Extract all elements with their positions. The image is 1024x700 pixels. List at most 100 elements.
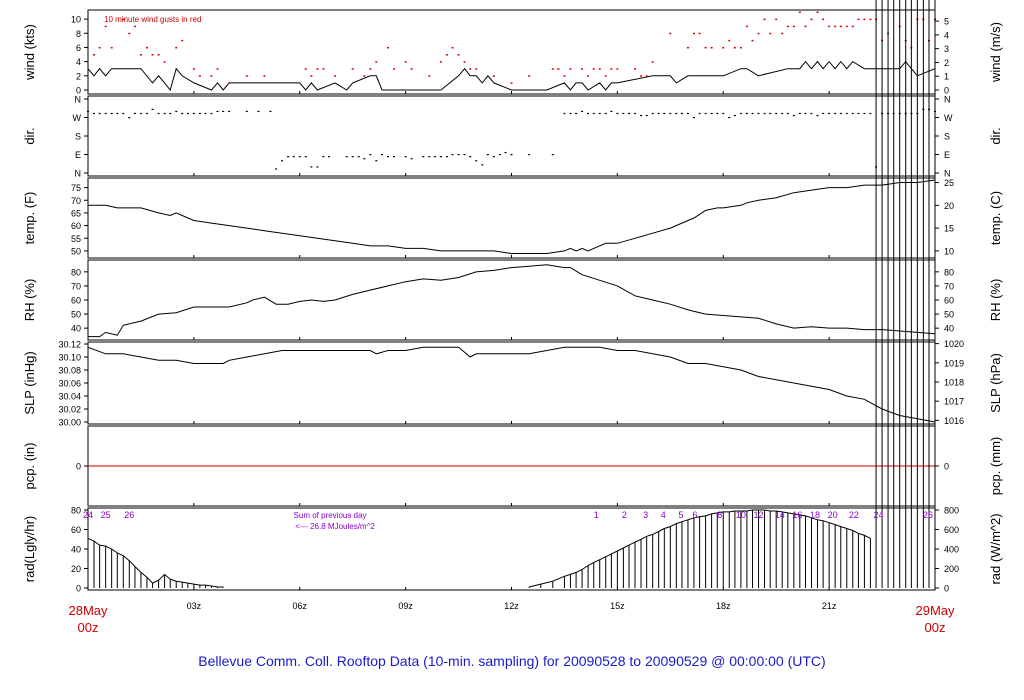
point-wind-gust [198, 75, 201, 77]
point-direction [692, 117, 695, 119]
y-tick-label-left: 0 [76, 86, 81, 96]
point-wind-gust [792, 25, 795, 28]
y-tick-label-right: 200 [944, 564, 959, 574]
x-start-time: 00z [78, 620, 99, 635]
point-direction [192, 112, 195, 115]
y-tick-label-right: 5 [944, 17, 949, 27]
point-wind-gust [822, 18, 825, 21]
point-wind-gust [869, 18, 872, 21]
point-direction [863, 112, 866, 115]
y-tick-label-left: 4 [76, 57, 81, 67]
y-label-left: wind (kts) [22, 24, 37, 81]
x-end-time: 00z [925, 620, 946, 635]
solar-hour-label: 18 [810, 510, 820, 520]
solar-hour-label: 2 [622, 510, 627, 520]
point-direction [116, 112, 119, 115]
point-direction [786, 112, 789, 115]
point-direction [775, 112, 778, 115]
point-wind-gust [786, 25, 789, 28]
point-wind-gust [592, 68, 595, 70]
y-tick-label-left: 70 [71, 281, 81, 291]
point-direction [728, 117, 731, 119]
series-radiation-morning [87, 537, 224, 588]
point-wind-gust [710, 46, 713, 49]
point-wind-gust [722, 46, 725, 49]
panel-precipitation: pcp. (in) pcp. (mm) 0 0 [22, 425, 1003, 507]
point-direction [281, 160, 284, 162]
point-direction [216, 110, 219, 113]
y-tick-label-left: 60 [71, 525, 81, 535]
y-tick-label-left: 40 [71, 324, 81, 334]
point-direction [445, 156, 448, 158]
y-tick-label-right: 40 [944, 324, 954, 334]
point-direction [298, 156, 301, 158]
point-direction [469, 156, 472, 158]
point-direction [357, 156, 360, 158]
point-direction [745, 112, 748, 115]
point-direction [163, 112, 166, 115]
y-tick-label-right: 4 [944, 30, 949, 40]
point-wind-gust [857, 18, 860, 21]
point-wind-gust [804, 25, 807, 28]
point-wind-gust [128, 32, 131, 35]
point-wind-gust [834, 25, 837, 28]
point-direction [781, 112, 784, 115]
point-direction [751, 112, 754, 115]
y-tick-label-left: 30.12 [58, 340, 81, 350]
y-tick-label-left: 0 [76, 584, 81, 594]
y-tick-label-right: 70 [944, 281, 954, 291]
point-direction [657, 112, 660, 115]
point-direction [739, 112, 742, 115]
point-direction [175, 110, 178, 113]
point-direction [128, 117, 131, 119]
y-tick-label-right: S [944, 132, 950, 142]
x-tick-label: 06z [292, 601, 307, 611]
y-label-left: temp. (F) [22, 192, 37, 245]
point-direction [492, 156, 495, 158]
solar-hour-label: 10 [736, 510, 746, 520]
point-direction [857, 112, 860, 115]
y-label-left: RH (%) [22, 279, 37, 322]
point-wind-gust [245, 75, 248, 77]
point-wind-gust [651, 61, 654, 63]
point-wind-gust [745, 25, 748, 28]
point-direction [245, 110, 248, 113]
gust-annotation: 10 minute wind gusts in red [104, 15, 201, 24]
daysum-value: <--- 26.8 MJoules/m^2 [295, 522, 375, 531]
point-direction [669, 112, 672, 115]
point-direction [851, 112, 854, 115]
point-direction [704, 112, 707, 115]
point-direction [869, 112, 872, 115]
point-wind-gust [445, 54, 448, 56]
y-tick-label-right: 1017 [944, 397, 964, 407]
point-direction [292, 156, 295, 158]
y-tick-label-right: 0 [944, 584, 949, 594]
x-tick-label: 03z [187, 601, 202, 611]
solar-hour-label: 14 [775, 510, 785, 520]
point-direction [828, 112, 831, 115]
point-wind-gust [151, 54, 154, 56]
x-tick-label: 15z [610, 601, 625, 611]
daysum-text: Sum of previous day [294, 511, 367, 520]
point-wind-gust [557, 68, 560, 70]
y-tick-label-left: 60 [71, 296, 81, 306]
point-direction [410, 158, 413, 160]
y-tick-label-left: 6 [76, 43, 81, 53]
series-relative-humidity [88, 264, 936, 338]
panel-frame [87, 259, 936, 341]
point-direction [475, 160, 478, 162]
panel-frame [87, 9, 936, 95]
point-wind-gust [216, 68, 219, 70]
point-wind-gust [839, 25, 842, 28]
point-wind-gust [104, 25, 107, 28]
y-label-right: RH (%) [988, 279, 1003, 322]
point-direction [222, 110, 225, 113]
point-direction [157, 112, 160, 115]
point-wind-gust [439, 61, 442, 63]
point-wind-gust [469, 68, 472, 70]
solar-hour-label: 20 [828, 510, 838, 520]
point-wind-gust [175, 46, 178, 49]
y-label-left: rad(Lgly/hr) [22, 516, 37, 582]
y-tick-label-left: N [75, 169, 82, 179]
